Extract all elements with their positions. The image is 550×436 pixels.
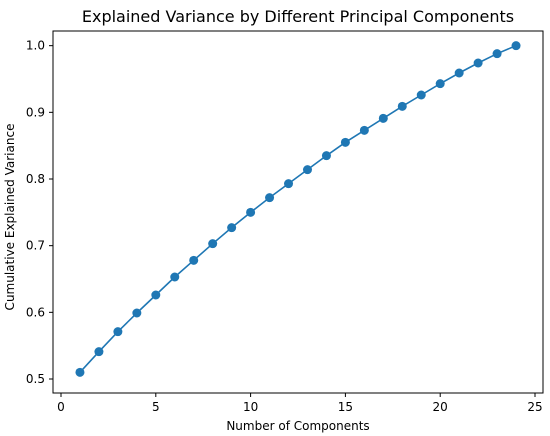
x-tick-label: 20 <box>433 400 448 414</box>
data-point <box>265 193 275 203</box>
data-point <box>302 165 312 175</box>
data-point <box>132 308 142 318</box>
y-tick-label: 0.6 <box>26 305 45 319</box>
data-point <box>208 239 218 249</box>
data-point <box>284 179 294 189</box>
data-point <box>473 58 483 68</box>
data-point <box>189 255 199 265</box>
data-point <box>94 347 104 357</box>
x-tick-label: 5 <box>152 400 160 414</box>
data-point <box>416 90 426 100</box>
data-point <box>321 151 331 161</box>
data-point <box>340 137 350 147</box>
y-tick-label: 0.7 <box>26 239 45 253</box>
data-point <box>378 113 388 123</box>
x-tick-label: 10 <box>243 400 258 414</box>
data-point <box>151 290 161 300</box>
data-point <box>170 272 180 282</box>
data-series <box>75 41 521 377</box>
x-tick-label: 15 <box>338 400 353 414</box>
y-tick-label: 0.9 <box>26 105 45 119</box>
y-tick-label: 0.5 <box>26 372 45 386</box>
data-point <box>511 41 521 51</box>
x-axis-label: Number of Components <box>226 419 369 433</box>
series-line <box>79 44 517 373</box>
y-tick-label: 1.0 <box>26 39 45 53</box>
x-tick-label: 0 <box>57 400 65 414</box>
data-point <box>227 223 237 233</box>
data-point <box>75 367 85 377</box>
data-point <box>435 79 445 89</box>
data-point <box>246 207 256 217</box>
x-axis: 0 5 10 15 20 25 <box>57 393 543 414</box>
data-point <box>359 125 369 135</box>
x-tick-label: 25 <box>527 400 542 414</box>
y-axis: 0.5 0.6 0.7 0.8 0.9 1.0 <box>26 39 53 386</box>
plot-frame <box>52 30 544 394</box>
data-point <box>454 68 464 78</box>
y-axis-label: Cumulative Explained Variance <box>3 124 17 311</box>
data-point <box>113 327 123 337</box>
y-tick-label: 0.8 <box>26 172 45 186</box>
chart-title: Explained Variance by Different Principa… <box>82 7 514 26</box>
data-point <box>397 101 407 111</box>
data-point <box>492 49 502 59</box>
